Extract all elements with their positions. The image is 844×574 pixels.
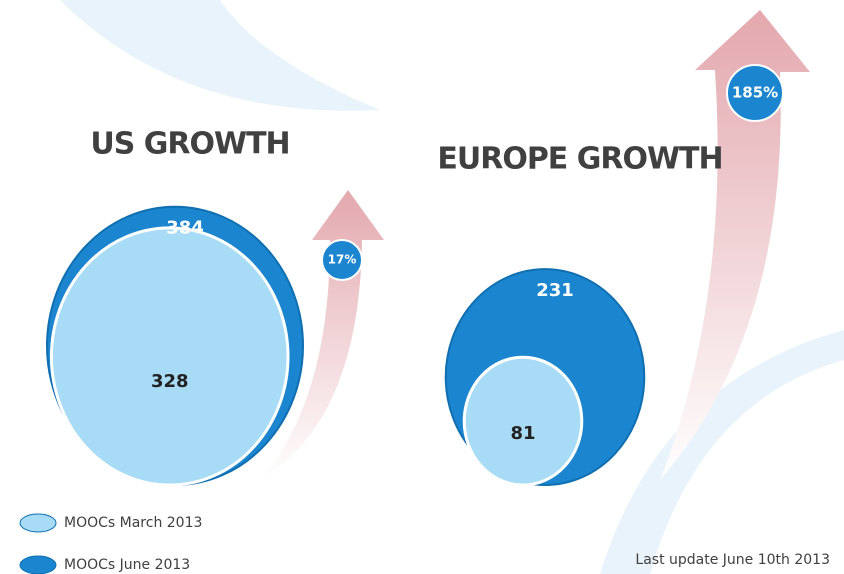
growth-label: 17%: [328, 253, 357, 267]
growth-badge: [726, 64, 784, 122]
value-label: 231: [536, 280, 574, 301]
bubble: [49, 226, 290, 487]
value-label: 81: [510, 423, 535, 444]
chart-title: US GROWTH: [90, 127, 289, 162]
background-swoosh: [600, 330, 844, 574]
value-label: 384: [166, 218, 204, 239]
legend-label: MOOCs March 2013: [64, 515, 202, 531]
background-swoosh: [60, 0, 380, 111]
chart-title: EUROPE GROWTH: [437, 142, 722, 177]
legend-swatch: [19, 555, 57, 574]
growth-badge: [321, 239, 363, 281]
footnote: Last update June 10th 2013: [635, 552, 830, 568]
growth-label: 185%: [732, 84, 778, 102]
legend-swatch: [19, 513, 57, 533]
legend-label: MOOCs June 2013: [64, 557, 190, 573]
bubble: [462, 355, 584, 487]
growth-arrow: [660, 10, 810, 480]
value-label: 328: [151, 371, 189, 392]
